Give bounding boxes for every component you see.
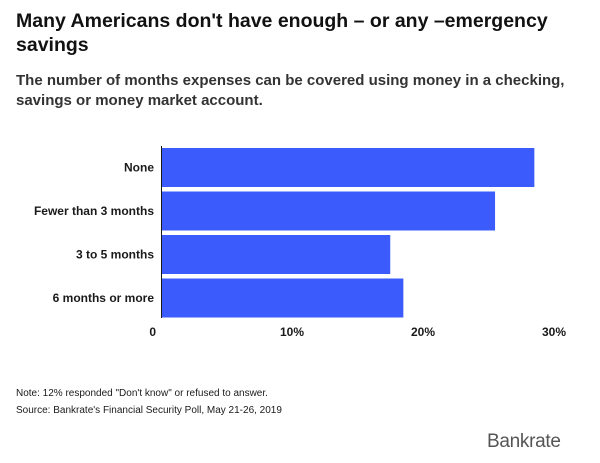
category-label-none: None	[124, 161, 154, 175]
x-tick-label: 30%	[542, 325, 566, 339]
x-tick-label: 10%	[280, 325, 304, 339]
chart-source: Source: Bankrate's Financial Security Po…	[16, 405, 282, 416]
bankrate-logo: Bankrate	[487, 431, 561, 452]
bars-group	[161, 148, 535, 318]
category-label-3-to-5-months: 3 to 5 months	[76, 248, 154, 262]
category-label-6-months-or-more: 6 months or more	[53, 291, 155, 305]
x-tick-label: 0	[149, 325, 156, 339]
chart-note: Note: 12% responded "Don't know" or refu…	[16, 388, 268, 399]
bar-3-to-5-months	[161, 235, 391, 274]
x-tick-labels: 0 10% 20% 30%	[149, 325, 566, 339]
bar-none	[161, 148, 535, 187]
chart-subtitle: The number of months expenses can be cov…	[16, 72, 565, 109]
category-labels: None Fewer than 3 months 3 to 5 months 6 mo…	[34, 161, 154, 306]
category-label-fewer-than-3-months: Fewer than 3 months	[34, 204, 154, 218]
bar-6-months-or-more	[161, 278, 404, 318]
bar-fewer-than-3-months	[161, 191, 496, 231]
chart-title: Many Americans don't have enough – or an…	[16, 10, 548, 56]
x-tick-label: 20%	[411, 325, 435, 339]
